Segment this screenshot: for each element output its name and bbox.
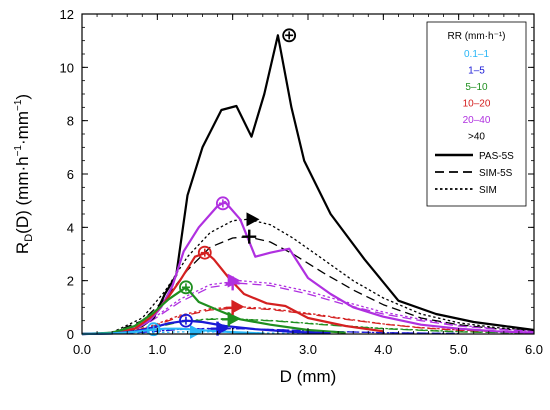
series-line-sim-5s--40 xyxy=(81,236,535,335)
legend-title: RR (mm·h⁻¹) xyxy=(447,31,505,42)
y-tick-label: 0 xyxy=(67,327,74,342)
legend-style-label: SIM-5S xyxy=(479,168,513,179)
legend-class-label: 10–20 xyxy=(463,99,491,110)
y-tick-label: 12 xyxy=(60,7,74,22)
series-line-sim--40 xyxy=(81,218,535,335)
y-tick-label: 6 xyxy=(67,167,74,182)
y-tick-label: 8 xyxy=(67,114,74,129)
legend-class-label: 20–40 xyxy=(463,115,491,126)
legend-class-label: >40 xyxy=(468,132,485,143)
peak-marker-triangle xyxy=(190,324,203,339)
peak-marker-circle xyxy=(215,196,230,211)
peak-marker-circle xyxy=(179,313,193,328)
y-title-mid: ·mm xyxy=(13,111,32,145)
y-axis-title: RD(D) (mm·h−1·mm−1) xyxy=(13,94,35,254)
x-axis-title: D (mm) xyxy=(280,367,337,386)
peak-marker-cross xyxy=(285,31,294,40)
x-tick-label: 1.0 xyxy=(148,342,166,357)
legend-style-label: SIM xyxy=(479,185,497,196)
x-tick-label: 5.0 xyxy=(450,342,468,357)
y-title-sup2: −1 xyxy=(13,99,24,111)
ticks-layer: 0.0 1.0 2.0 3.0 4.0 5.0 6.0 0 2 4 6 8 10 12 xyxy=(60,7,544,357)
x-tick-label: 2.0 xyxy=(224,342,242,357)
x-tick-label: 6.0 xyxy=(525,342,543,357)
x-tick-label: 3.0 xyxy=(299,342,317,357)
peak-marker-circle xyxy=(179,280,193,295)
legend-class-label: 0.1–1 xyxy=(464,49,489,60)
x-tick-label: 0.0 xyxy=(73,342,91,357)
peak-marker-plus xyxy=(221,312,236,327)
peak-marker-plus xyxy=(242,229,257,244)
legend-box xyxy=(426,21,527,207)
peak-marker-cross xyxy=(181,316,190,325)
y-title-end: ) xyxy=(13,94,32,100)
peak-marker-cross xyxy=(200,248,209,257)
peak-marker-cross xyxy=(218,199,227,208)
series-line-pas-5s-5-10 xyxy=(81,286,346,336)
series-line-sim-5s-10-20 xyxy=(81,307,535,335)
marker-layer xyxy=(146,28,297,339)
legend: RR (mm·h⁻¹) 0.1–1 1–5 5–10 10–20 20–40 >40 PA… xyxy=(426,21,527,207)
y-title-main: R xyxy=(13,242,32,254)
peak-marker-cross xyxy=(181,283,190,292)
series-line-sim-5s-20-40 xyxy=(81,282,535,335)
y-tick-label: 10 xyxy=(60,60,74,75)
series-line-sim-10-20 xyxy=(81,306,535,335)
y-title-sup1: −1 xyxy=(13,145,24,157)
legend-style-label: PAS-5S xyxy=(479,151,514,162)
peak-marker-circle xyxy=(197,245,212,260)
peak-marker-triangle xyxy=(246,212,260,227)
legend-styles: PAS-5S SIM-5S SIM xyxy=(435,151,514,196)
legend-classes: 0.1–1 1–5 5–10 10–20 20–40 >40 xyxy=(463,49,491,143)
legend-class-label: 1–5 xyxy=(468,66,485,77)
peak-marker-cross xyxy=(149,325,158,334)
peak-marker-plus xyxy=(225,276,240,291)
y-title-sub: D xyxy=(23,234,35,242)
y-tick-label: 2 xyxy=(67,274,74,289)
legend-class-label: 5–10 xyxy=(465,82,488,93)
series-line-pas-5s-20-40 xyxy=(81,200,535,336)
peak-marker-plus xyxy=(225,300,240,315)
peak-marker-circle xyxy=(282,28,297,43)
y-tick-label: 4 xyxy=(67,220,74,235)
peak-marker-circle xyxy=(146,322,161,337)
x-tick-label: 4.0 xyxy=(374,342,392,357)
y-title-rest: (D) (mm·h xyxy=(13,156,32,233)
